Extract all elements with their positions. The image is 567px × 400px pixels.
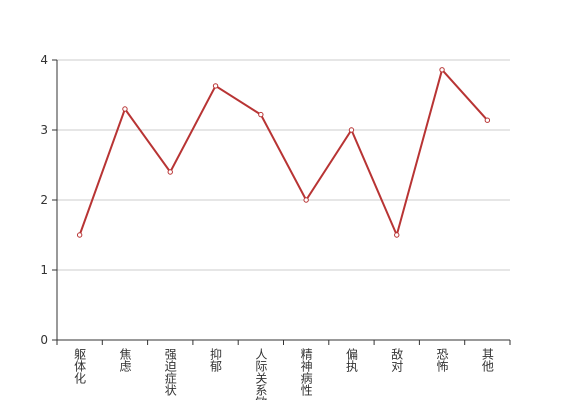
point [484, 117, 491, 123]
y-tick-label: 3 [40, 123, 48, 137]
x-tick-label: 偏执 [344, 347, 358, 373]
x-tick-label: 恐怖 [435, 348, 449, 372]
point [303, 197, 309, 203]
y-tick-label: 1 [40, 263, 48, 277]
x-tick-label: 其他 [480, 348, 494, 372]
x-tick-label: 躯体化 [73, 347, 87, 385]
point [76, 232, 83, 238]
x-tick-label: 精神病性 [299, 348, 313, 397]
line [78, 67, 489, 239]
point [212, 83, 219, 89]
point [122, 106, 128, 112]
y-tick-label: 2 [40, 193, 48, 207]
point [167, 169, 173, 175]
y-tick-label: 0 [40, 333, 48, 347]
point [439, 67, 445, 73]
x-tick-label: 抑郁 [209, 347, 223, 373]
x-tick-label: 焦虑 [118, 348, 132, 372]
y-tick-label: 4 [40, 53, 48, 67]
x-tick-label: 强迫症状 [163, 348, 177, 396]
x-tick-label: 敌对 [390, 347, 404, 372]
point [394, 232, 400, 238]
x-tick-label: 人际关系敏感 [254, 348, 268, 400]
point [348, 127, 355, 133]
point [258, 111, 264, 118]
